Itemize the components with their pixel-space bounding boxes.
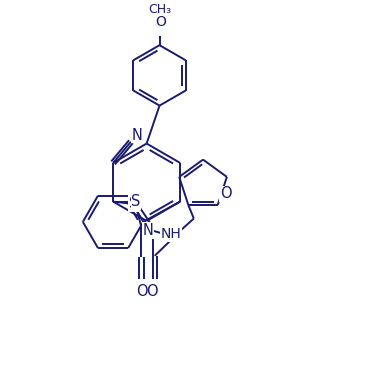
Text: NH: NH bbox=[161, 227, 181, 241]
Text: S: S bbox=[131, 194, 141, 209]
Text: S: S bbox=[129, 196, 138, 211]
Text: O: O bbox=[155, 15, 166, 29]
Text: N: N bbox=[143, 223, 153, 238]
Text: O: O bbox=[136, 285, 147, 299]
Text: O: O bbox=[220, 186, 232, 201]
Text: O: O bbox=[146, 285, 158, 299]
Text: CH₃: CH₃ bbox=[149, 3, 172, 16]
Text: N: N bbox=[132, 128, 143, 142]
